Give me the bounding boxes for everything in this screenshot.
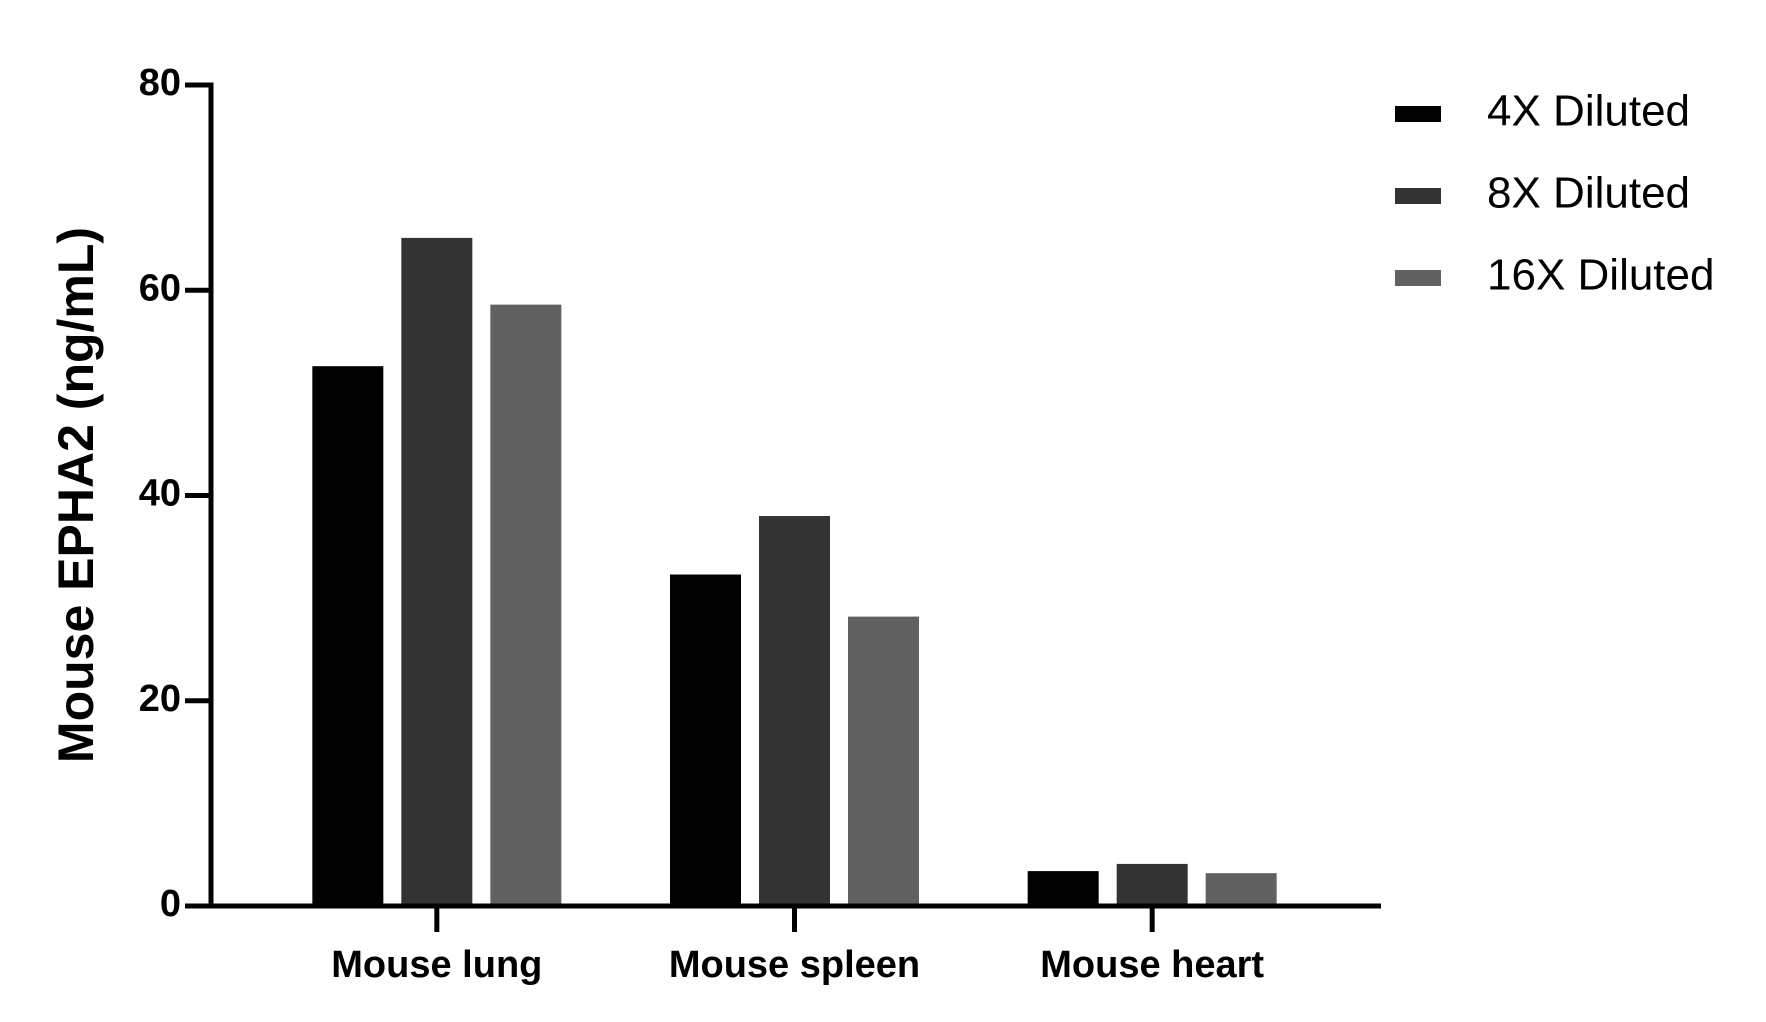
x-tick-label: Mouse heart [1040,944,1264,986]
bar [401,237,473,906]
y-tick-label: 60 [139,267,181,309]
bar [1027,871,1099,906]
legend-label: 8X Diluted [1487,169,1690,218]
legend-label: 4X Diluted [1487,87,1690,136]
bar [848,616,919,906]
legend-label: 16X Diluted [1487,251,1714,300]
bar [490,304,562,906]
x-tick-label: Mouse lung [331,944,542,986]
y-tick-label: 80 [139,62,181,104]
y-tick-label: 40 [139,473,181,515]
y-tick-label: 20 [139,678,181,720]
legend-swatch [1395,106,1441,122]
y-tick-label: 0 [160,883,181,925]
bar [670,574,741,906]
x-tick-label: Mouse spleen [669,944,920,986]
legend-swatch [1395,270,1441,286]
legend-swatch [1395,188,1441,204]
bar [759,516,830,906]
y-axis-label: Mouse EPHA2 (ng/mL) [48,227,104,763]
bar [1116,863,1188,906]
bar [312,366,384,906]
bar [1205,873,1277,906]
